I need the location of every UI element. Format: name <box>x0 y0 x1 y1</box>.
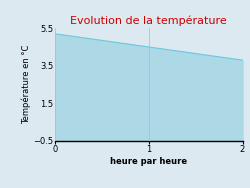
Title: Evolution de la température: Evolution de la température <box>70 16 227 26</box>
X-axis label: heure par heure: heure par heure <box>110 157 187 166</box>
Y-axis label: Température en °C: Température en °C <box>21 45 31 124</box>
